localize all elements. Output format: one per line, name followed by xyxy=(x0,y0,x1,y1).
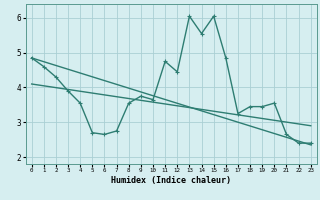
X-axis label: Humidex (Indice chaleur): Humidex (Indice chaleur) xyxy=(111,176,231,185)
